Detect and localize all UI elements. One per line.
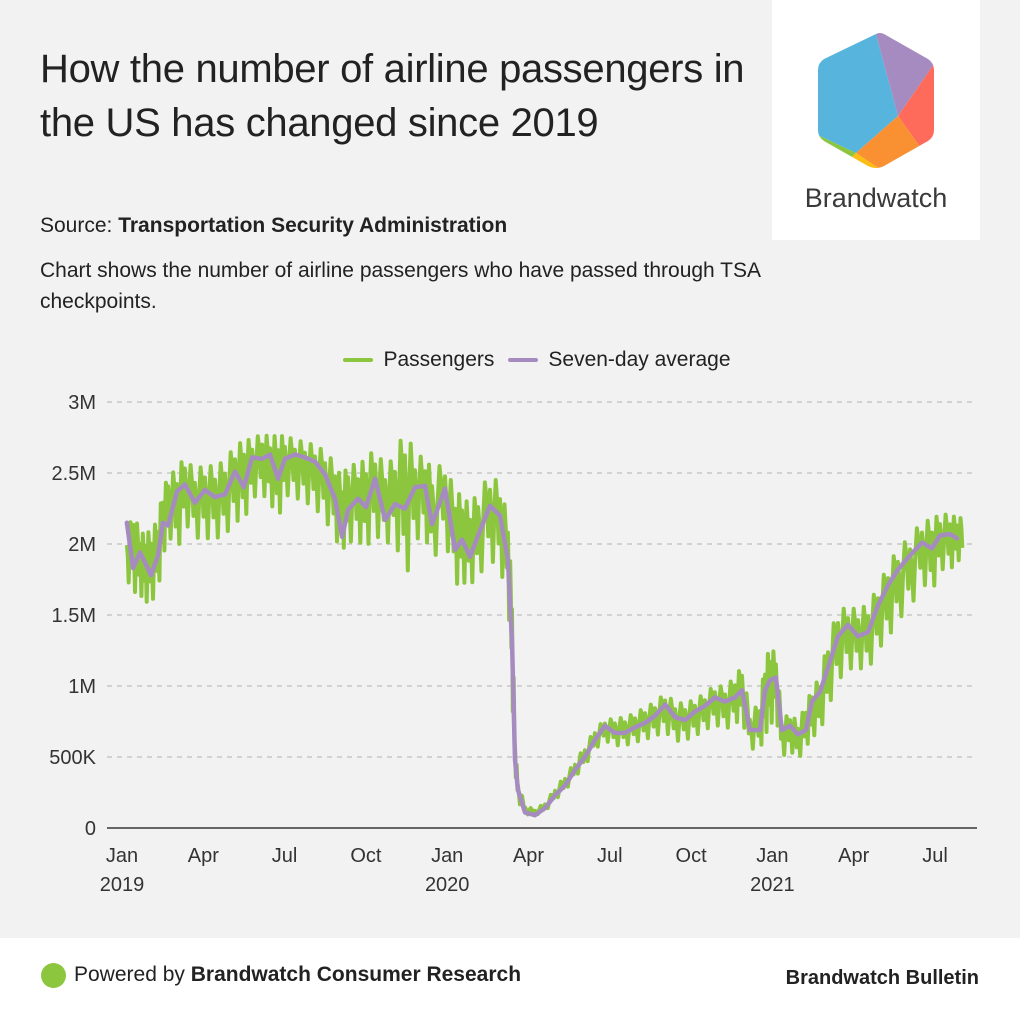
chart-series xyxy=(124,433,965,818)
source-line: Source: Transportation Security Administ… xyxy=(40,214,507,238)
x-tick-year-label: 2019 xyxy=(100,874,145,896)
x-tick-label: Jul xyxy=(922,845,948,867)
footer: Powered by Brandwatch Consumer Research … xyxy=(0,938,1020,1020)
source-label: Source: xyxy=(40,214,113,237)
legend-swatch-passengers xyxy=(343,358,374,362)
y-axis-ticks: 0 500K 1M 1.5M 2M 2.5M 3M xyxy=(49,392,96,840)
powered-by: Powered by Brandwatch Consumer Research xyxy=(74,963,521,987)
y-tick-label: 0 xyxy=(85,818,96,840)
x-tick-year-label: 2020 xyxy=(425,874,470,896)
line-chart: 0 500K 1M 1.5M 2M 2.5M 3M Jan 2019 Apr Jul Oct Jan 2… xyxy=(49,392,977,896)
source-name: Transportation Security Administration xyxy=(118,214,508,237)
y-tick-label: 500K xyxy=(49,747,96,769)
series-line-seven-day-average xyxy=(124,452,960,818)
powered-prefix: Powered by xyxy=(74,963,185,986)
chart-legend: Passengers Seven-day average xyxy=(0,348,1020,372)
x-tick-year-label: 2021 xyxy=(750,874,795,896)
legend-item-seven-day-average[interactable]: Seven-day average xyxy=(508,348,731,372)
x-tick-label: Jul xyxy=(272,845,298,867)
x-tick-label: Jan xyxy=(106,845,138,867)
gridlines xyxy=(107,401,977,758)
x-tick-label: Apr xyxy=(838,845,869,867)
brandwatch-bulletin-label: Brandwatch Bulletin xyxy=(785,967,979,989)
y-tick-label: 1M xyxy=(68,676,96,698)
x-tick-label: Apr xyxy=(188,845,219,867)
y-tick-label: 1.5M xyxy=(52,605,96,627)
x-tick-label: Jan xyxy=(756,845,788,867)
powered-name: Brandwatch Consumer Research xyxy=(190,963,522,986)
logo-red-segment xyxy=(898,54,934,160)
x-tick-label: Jul xyxy=(597,845,623,867)
legend-item-passengers[interactable]: Passengers xyxy=(343,348,494,372)
logo-blue-segment xyxy=(818,33,898,153)
brand-dot-icon xyxy=(41,963,66,988)
series-line-passengers xyxy=(124,433,965,817)
y-tick-label: 2.5M xyxy=(52,463,96,485)
legend-label-seven-day-average: Seven-day average xyxy=(548,348,731,371)
x-axis-ticks: Jan 2019 Apr Jul Oct Jan 2020 Apr Jul Oct Jan 2021 A… xyxy=(100,845,948,896)
legend-label-passengers: Passengers xyxy=(383,348,495,371)
x-tick-label: Oct xyxy=(676,845,708,867)
legend-swatch-seven-day-average xyxy=(508,358,539,362)
chart-title: How the number of airline passengers in … xyxy=(40,47,745,145)
brandwatch-logo: Brandwatch xyxy=(772,0,980,240)
y-tick-label: 3M xyxy=(68,392,96,414)
x-tick-label: Apr xyxy=(513,845,544,867)
x-tick-label: Jan xyxy=(431,845,463,867)
y-tick-label: 2M xyxy=(68,534,96,556)
logo-wordmark: Brandwatch xyxy=(804,183,948,213)
x-tick-label: Oct xyxy=(350,845,382,867)
chart-description: Chart shows the number of airline passen… xyxy=(40,259,760,313)
hexagon-logo-icon xyxy=(818,33,934,168)
